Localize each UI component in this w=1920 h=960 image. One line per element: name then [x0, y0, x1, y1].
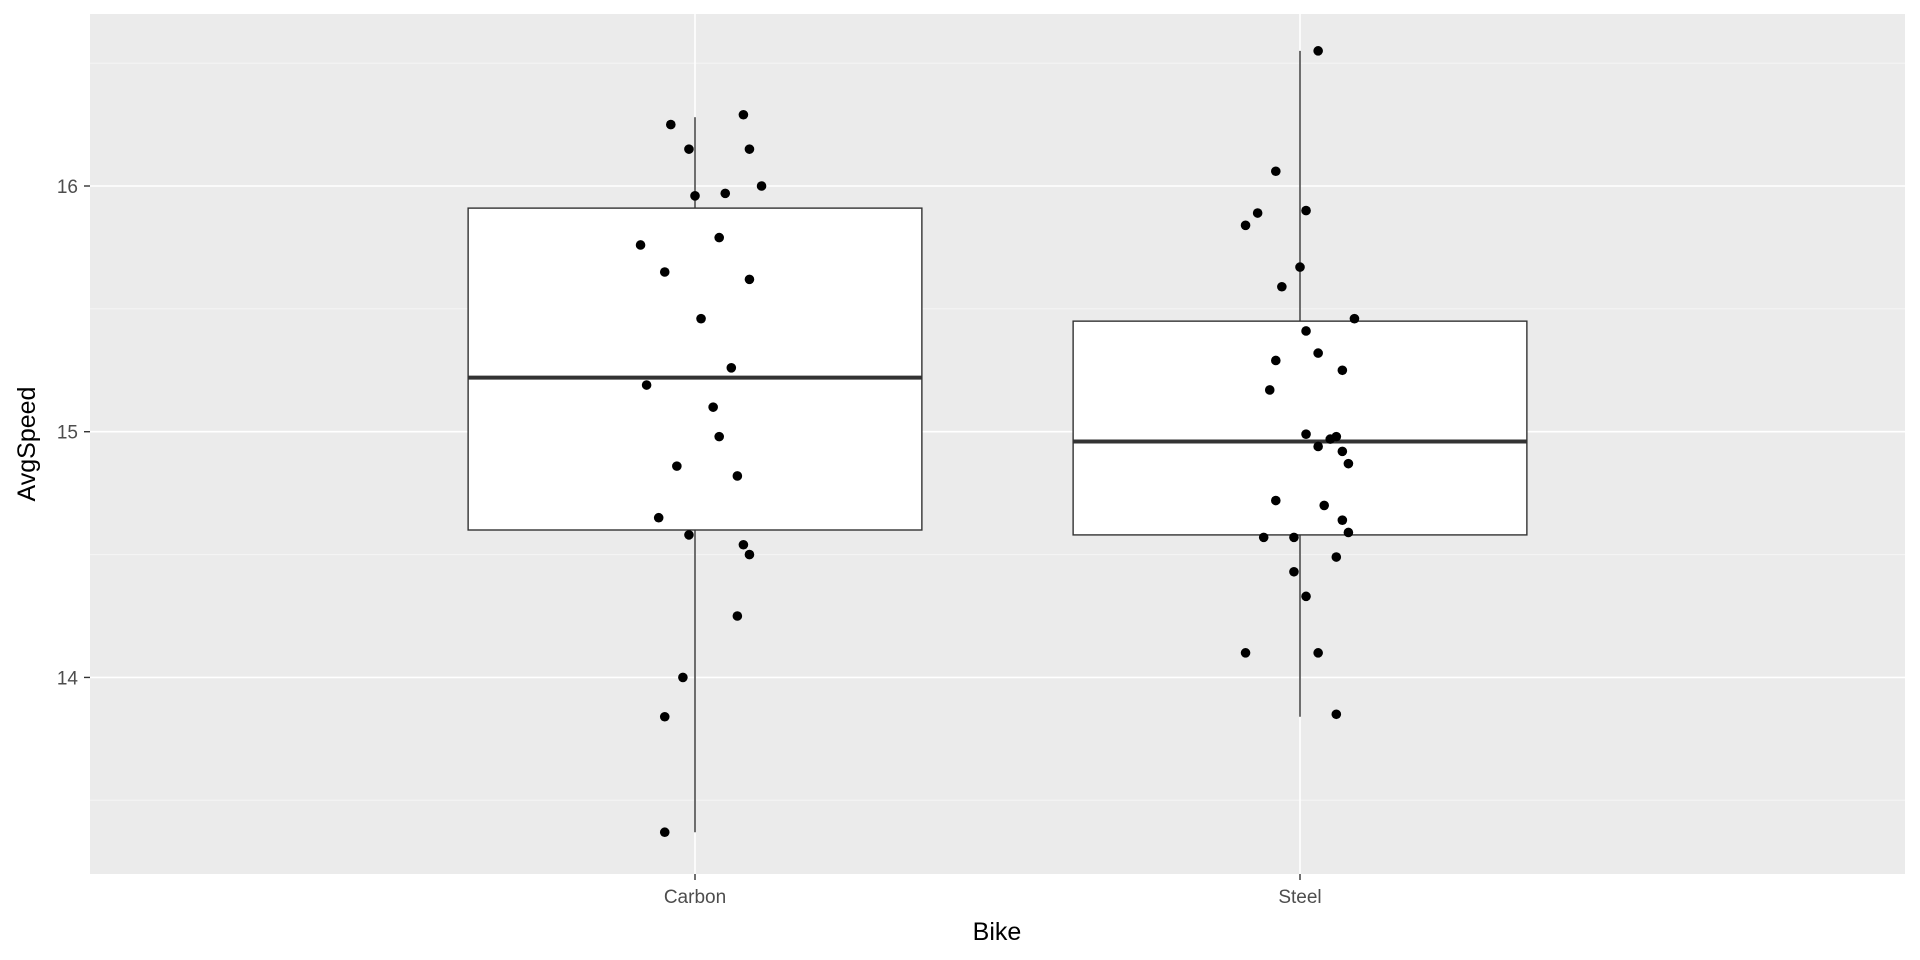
jitter-points [635, 46, 1360, 838]
data-point [696, 313, 706, 324]
data-point [1277, 281, 1287, 292]
data-point [1313, 46, 1323, 56]
data-point [1301, 205, 1311, 216]
data-point [714, 431, 724, 442]
data-point [1313, 348, 1323, 358]
data-point [738, 109, 749, 120]
plot-panel [90, 14, 1905, 874]
data-point [708, 402, 718, 412]
x-axis-title: Bike [973, 918, 1022, 946]
data-point [1301, 326, 1311, 336]
y-tick-label: 15 [57, 423, 78, 444]
box-iqr [467, 207, 923, 531]
data-point [659, 267, 670, 277]
data-point [1331, 552, 1342, 562]
data-point [732, 471, 743, 481]
x-tick-label: Steel [1278, 887, 1321, 908]
data-point [635, 240, 646, 250]
data-point [672, 461, 682, 471]
x-tick-label: Carbon [664, 887, 726, 908]
data-point [1313, 648, 1323, 658]
data-point [756, 181, 767, 191]
data-point [1240, 648, 1251, 658]
data-point [726, 363, 737, 373]
box-layer [467, 50, 1528, 833]
data-point [690, 191, 700, 201]
data-point [1295, 262, 1305, 272]
data-point [1240, 220, 1251, 231]
data-point [641, 380, 652, 390]
data-point [1252, 208, 1263, 218]
data-point [1343, 527, 1354, 538]
data-point [714, 232, 724, 243]
data-point [1337, 446, 1348, 457]
data-point [738, 539, 749, 550]
data-point [653, 512, 664, 523]
data-point [744, 274, 755, 285]
axes: 14 15 16 Carbon Steel [57, 177, 1322, 908]
data-point [659, 827, 670, 838]
data-point [1301, 591, 1311, 602]
y-tick-label: 14 [57, 668, 79, 689]
data-point [659, 711, 670, 722]
data-point [684, 144, 694, 154]
data-point [1271, 355, 1281, 366]
data-point [684, 530, 694, 540]
data-point [732, 611, 743, 621]
data-point [1337, 365, 1348, 376]
data-point [1319, 500, 1329, 511]
data-point [744, 549, 755, 560]
data-point [744, 144, 755, 154]
data-point [1301, 429, 1311, 439]
box-iqr [1072, 320, 1528, 536]
data-point [1271, 166, 1281, 177]
data-point [1331, 709, 1342, 720]
y-axis-title: AvgSpeed [13, 387, 41, 502]
data-point [1264, 385, 1275, 395]
data-point [1313, 441, 1323, 452]
data-point [720, 188, 731, 199]
grid-lines [90, 14, 1905, 874]
data-point [666, 119, 676, 130]
y-tick-label: 16 [57, 177, 78, 198]
data-point [1325, 434, 1336, 444]
data-point [1343, 458, 1354, 469]
data-point [678, 672, 688, 683]
data-point [1349, 313, 1360, 324]
data-point [1271, 495, 1281, 506]
data-point [1258, 532, 1269, 543]
data-point [1337, 515, 1348, 525]
data-point [1289, 566, 1299, 577]
data-point [1289, 532, 1299, 543]
